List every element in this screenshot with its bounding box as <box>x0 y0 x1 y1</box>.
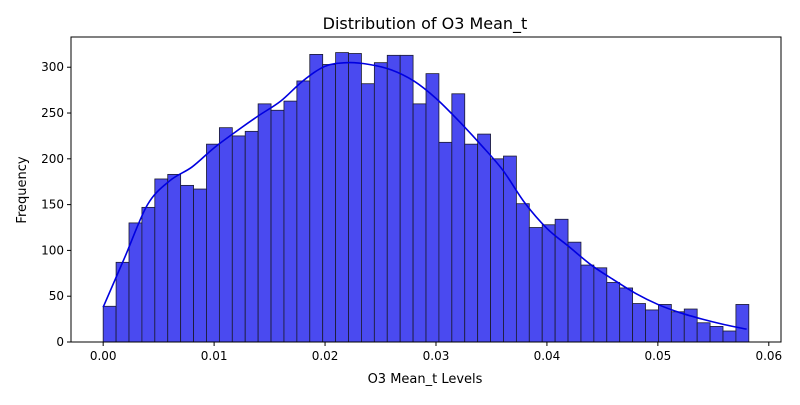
histogram-bars <box>102 52 750 343</box>
histogram-bar <box>322 64 337 343</box>
chart-title: Distribution of O3 Mean_t <box>323 14 528 34</box>
histogram-bar <box>438 141 453 343</box>
histogram-bar <box>696 322 711 343</box>
histogram-bar <box>503 155 517 343</box>
histogram-bar <box>270 109 285 343</box>
histogram-bar <box>206 143 220 343</box>
histogram-bar <box>335 52 349 343</box>
histogram-bar <box>283 100 298 343</box>
histogram-bar <box>670 311 685 343</box>
histogram-bar <box>490 158 504 343</box>
histogram-bar <box>477 133 491 343</box>
histogram-bar <box>361 83 375 343</box>
histogram-bar <box>593 267 608 343</box>
histogram-bar <box>141 206 156 343</box>
y-tick-label: 100 <box>41 243 64 257</box>
histogram-bar <box>645 309 659 343</box>
histogram-bar <box>399 54 414 343</box>
plot-frame <box>70 36 782 343</box>
x-tick-label: 0.01 <box>201 349 228 363</box>
histogram-bar <box>451 93 466 343</box>
y-tick-label: 200 <box>41 152 64 166</box>
histogram-bar <box>386 54 401 343</box>
histogram-bar <box>412 103 427 343</box>
histogram-bar <box>167 173 182 343</box>
histogram-bar <box>244 130 259 343</box>
histogram-bar <box>632 303 646 343</box>
histogram-bar <box>735 304 750 343</box>
histogram-bar <box>709 326 724 343</box>
histogram-bar <box>193 188 207 343</box>
histogram-bar <box>309 54 324 343</box>
x-tick-label: 0.04 <box>534 349 561 363</box>
x-tick-label: 0.05 <box>645 349 672 363</box>
histogram-bar <box>218 127 233 343</box>
x-tick-label: 0.03 <box>423 349 450 363</box>
y-tick-label: 250 <box>41 106 64 120</box>
y-tick-label: 150 <box>41 198 64 212</box>
y-tick-label: 50 <box>49 289 64 303</box>
x-tick-label: 0.06 <box>755 349 782 363</box>
kde-line <box>102 61 747 330</box>
histogram-bar <box>231 135 246 343</box>
x-tick-label: 0.00 <box>90 349 117 363</box>
histogram-bar <box>658 304 672 343</box>
histogram-bar <box>348 53 362 343</box>
histogram-bar <box>425 73 440 343</box>
histogram-bar <box>464 143 479 343</box>
x-tick-label: 0.02 <box>312 349 339 363</box>
histogram-bar <box>515 203 530 343</box>
y-axis-label: Frequency <box>15 156 30 223</box>
histogram-bar <box>373 62 388 343</box>
histogram-bar <box>102 305 117 343</box>
y-tick-label: 0 <box>56 335 64 349</box>
axes: 0.00 0.01 0.02 0.03 0.04 0.05 0.06 0 50 100 150 200… <box>41 36 782 363</box>
histogram-bar <box>567 241 582 343</box>
histogram-bar <box>619 287 634 343</box>
histogram-bar <box>580 264 595 343</box>
histogram-bar <box>180 184 194 343</box>
histogram-bar <box>722 330 737 343</box>
y-tick-label: 300 <box>41 60 64 74</box>
histogram-bar <box>154 178 169 343</box>
histogram-bar <box>606 282 621 343</box>
histogram-bar <box>257 103 272 343</box>
x-axis-label: O3 Mean_t Levels <box>368 372 483 387</box>
histogram-bar <box>528 227 543 343</box>
histogram-bar <box>296 80 311 343</box>
histogram-bar <box>541 224 556 343</box>
